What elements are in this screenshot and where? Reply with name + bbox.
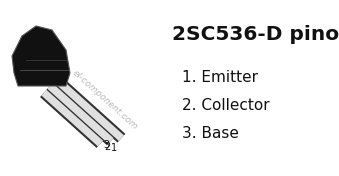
Text: 2SC536-D pinout: 2SC536-D pinout — [172, 26, 339, 45]
Text: 2. Collector: 2. Collector — [182, 99, 270, 114]
Polygon shape — [12, 26, 70, 86]
Text: 3. Base: 3. Base — [182, 127, 239, 142]
Text: 1. Emitter: 1. Emitter — [182, 71, 258, 86]
Text: el-component.com: el-component.com — [71, 68, 139, 132]
Text: 2: 2 — [104, 142, 110, 152]
Text: 3: 3 — [103, 140, 109, 150]
Text: 1: 1 — [111, 143, 118, 153]
